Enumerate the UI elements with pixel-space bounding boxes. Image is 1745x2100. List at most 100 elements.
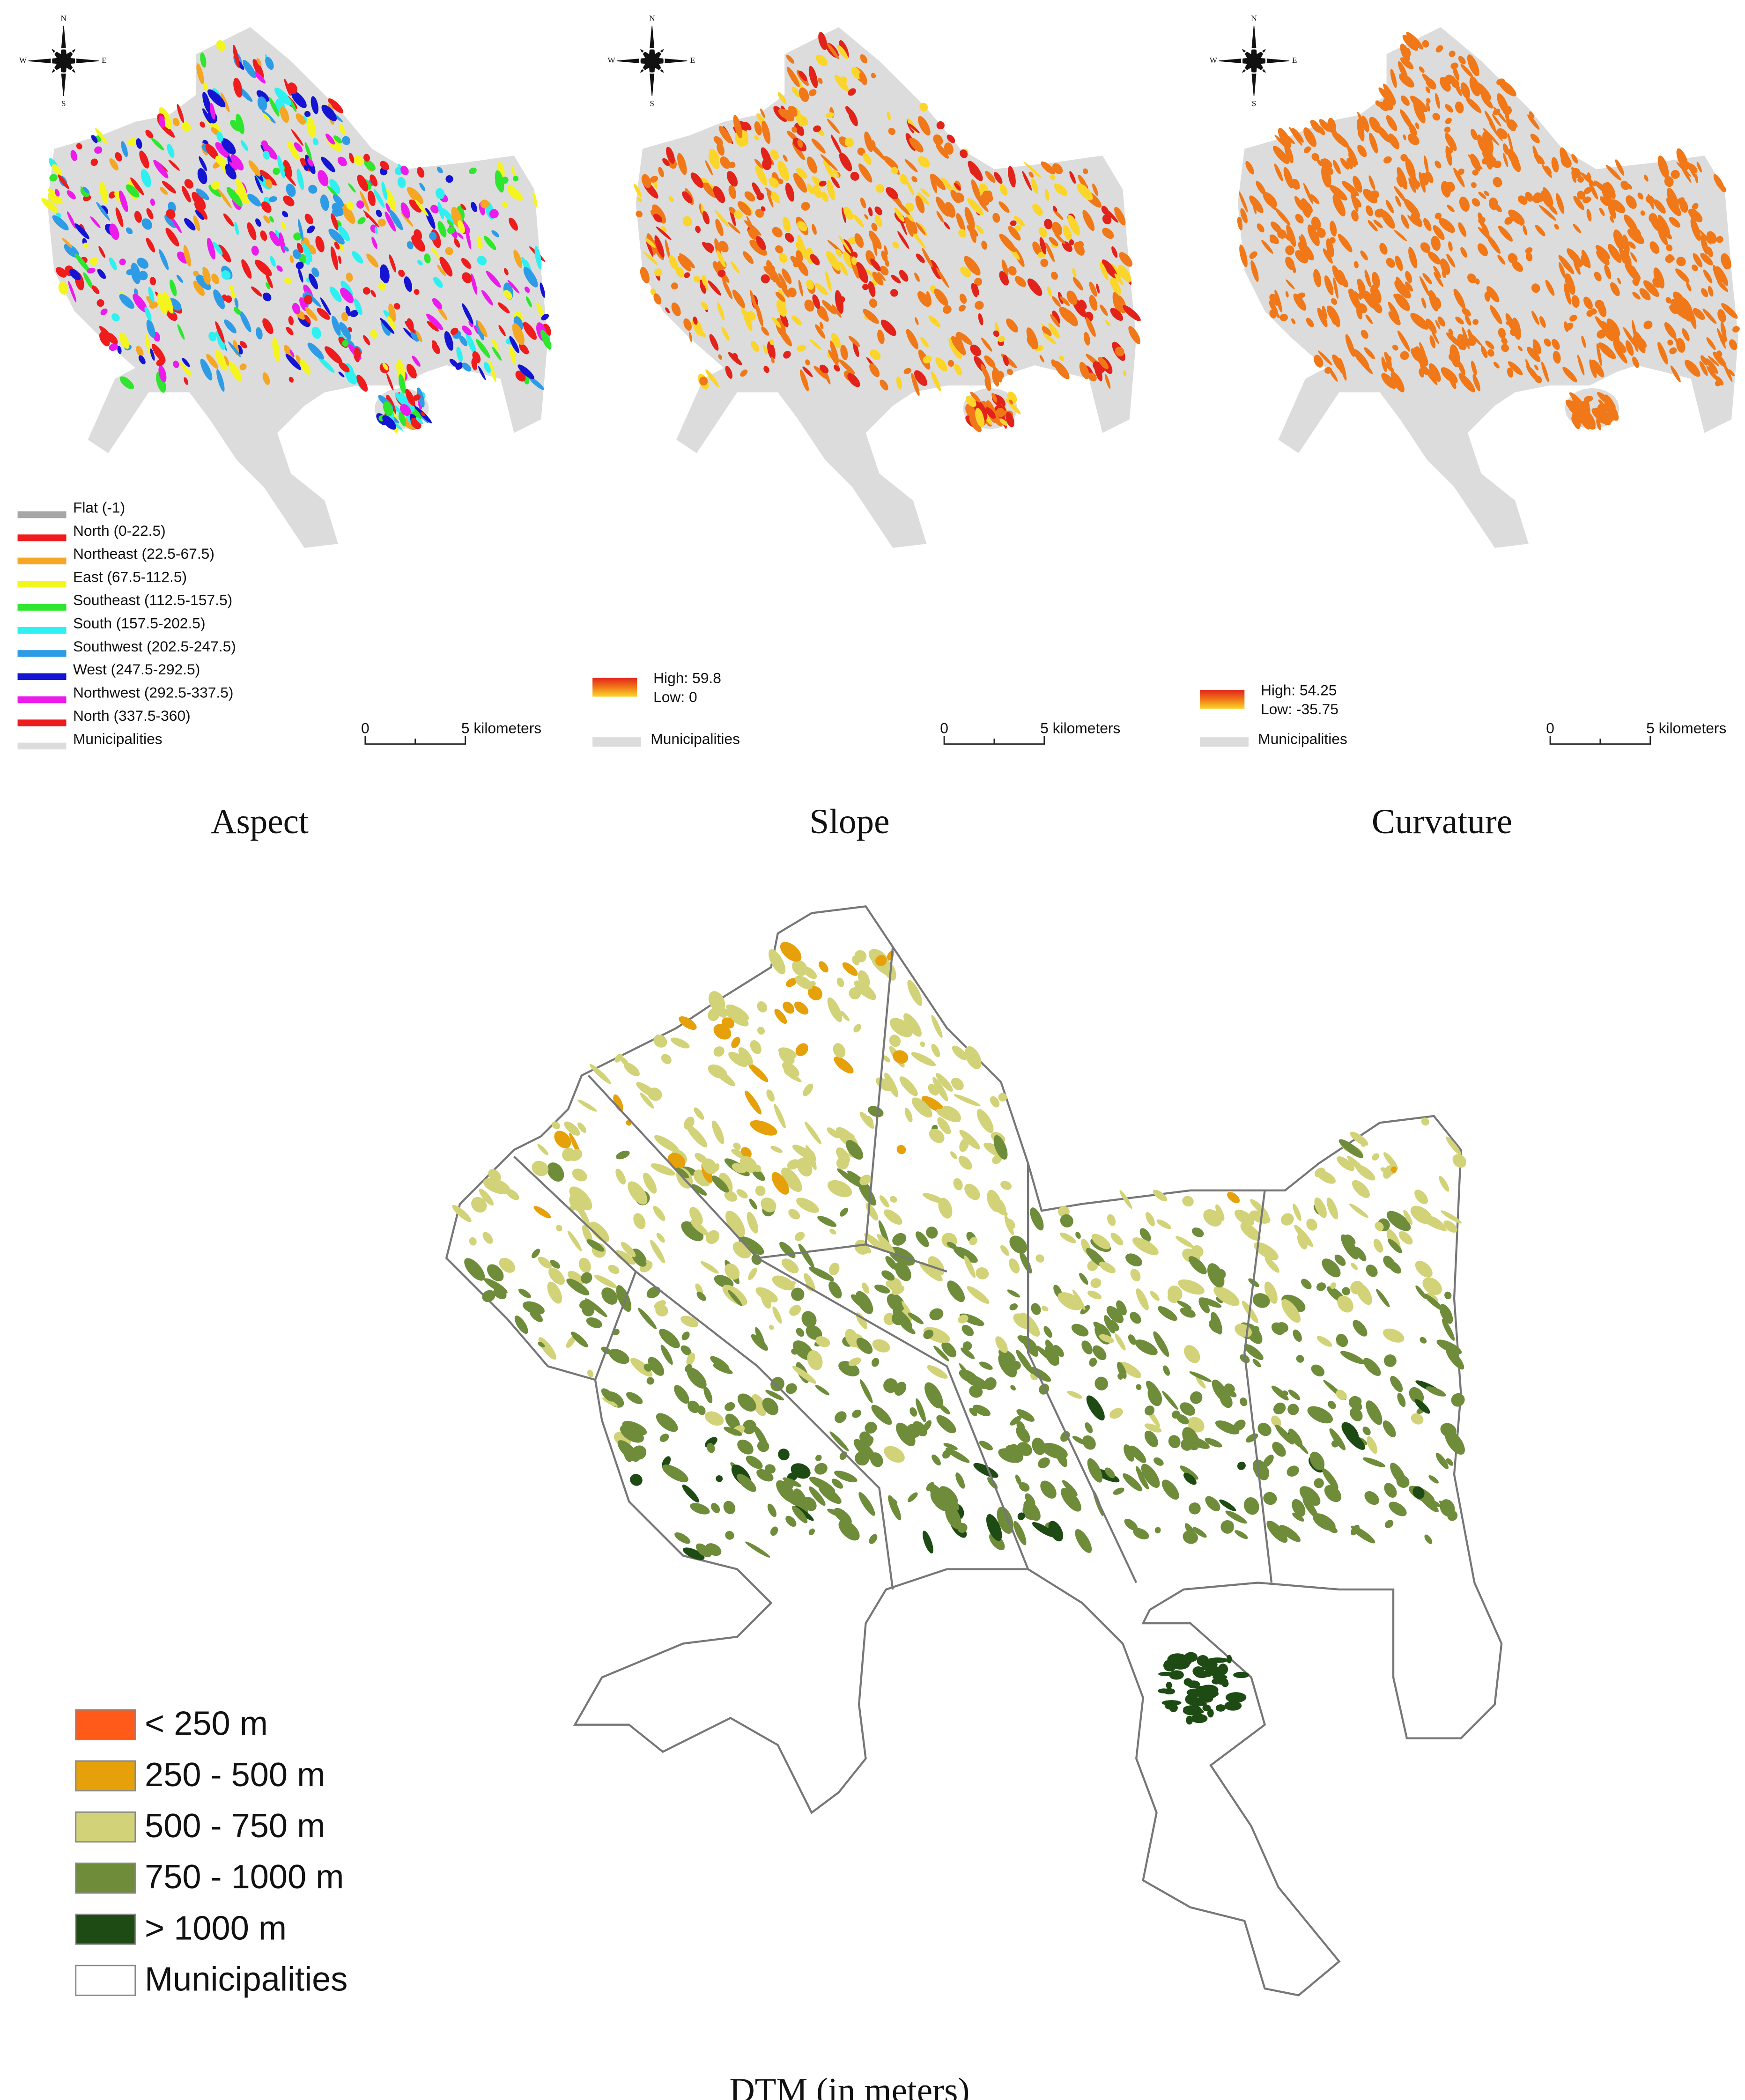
terrain-patch [1051,222,1062,236]
terrain-patch [1448,328,1453,336]
terrain-patch [414,200,429,217]
terrain-patch [650,176,658,183]
terrain-patch [936,121,945,130]
terrain-patch [146,296,157,308]
terrain-patch [1381,210,1395,229]
terrain-patch [41,198,59,213]
legend-label: 750 - 1000 m [145,1858,344,1896]
elevation-patch [852,956,860,966]
terrain-patch [342,136,351,145]
terrain-patch [888,127,895,135]
terrain-patch [461,258,472,269]
elevation-patch [943,1443,958,1450]
terrain-patch [230,154,244,170]
terrain-patch [184,377,189,385]
terrain-patch [330,246,339,270]
terrain-patch [1031,178,1038,194]
terrain-patch [1687,162,1696,178]
legend-ramp [592,678,637,697]
terrain-patch [797,139,803,148]
terrain-patch [445,247,453,255]
elevation-patch [725,1263,740,1280]
terrain-patch [338,255,342,264]
terrain-patch [1681,204,1687,211]
terrain-patch [481,290,493,306]
terrain-patch [94,146,103,154]
elevation-patch [680,1345,692,1356]
elevation-patch [1200,1695,1213,1703]
terrain-patch [787,105,798,117]
elevation-patch [767,1503,776,1517]
terrain-patch [666,147,675,164]
elevation-patch [1288,1428,1303,1448]
terrain-patch [1437,316,1446,327]
elevation-patch [538,1257,552,1269]
elevation-patch [1254,1242,1279,1260]
terrain-patch [859,72,867,86]
elevation-patch [1306,1219,1317,1231]
terrain-patch [1715,266,1729,286]
elevation-patch [1415,1261,1433,1278]
terrain-patch [1532,145,1540,164]
elevation-patch [1440,1499,1455,1517]
elevation-patch [1383,1354,1397,1367]
elevation-patch [939,1419,954,1434]
elevation-patch [909,1407,917,1417]
terrain-patch [1094,361,1102,382]
elevation-patch [1161,1479,1179,1500]
terrain-patch [1353,176,1362,193]
terrain-patch [943,222,950,229]
elevation-patch [976,1267,989,1279]
terrain-patch [970,344,981,356]
terrain-patch [923,355,932,363]
elevation-patch [1336,1390,1347,1400]
terrain-patch [469,167,477,174]
elevation-patch [1030,1207,1044,1231]
elevation-patch [1351,1263,1358,1270]
terrain-patch [260,230,267,241]
elevation-patch [1180,1402,1195,1416]
terrain-patch [1484,191,1490,196]
terrain-patch [1676,162,1691,177]
terrain-patch [641,174,651,188]
terrain-patch [152,344,166,362]
terrain-patch [366,253,379,268]
terrain-patch [917,116,931,136]
elevation-patch [1041,1306,1049,1311]
terrain-patch [95,128,108,144]
terrain-patch [433,277,443,288]
elevation-patch [1337,1156,1355,1171]
elevation-patch [1244,1344,1264,1360]
elevation-patch [1234,1209,1255,1226]
elevation-patch [1383,1152,1398,1170]
terrain-patch [287,82,297,95]
terrain-patch [307,342,324,360]
terrain-patch [277,155,285,179]
elevation-patch [452,1205,472,1222]
terrain-patch [1604,402,1618,419]
terrain-patch [432,340,437,346]
terrain-patch [1558,255,1575,274]
elevation-patch [1061,1488,1081,1512]
elevation-patch [1444,1291,1452,1300]
elevation-patch [1189,1690,1198,1697]
terrain-patch [1617,277,1621,284]
elevation-patch [1287,1404,1299,1415]
terrain-patch [486,271,501,288]
terrain-patch [643,251,658,266]
terrain-patch [1405,48,1411,58]
terrain-patch [1673,291,1685,306]
terrain-patch [1329,237,1336,244]
terrain-patch [165,228,179,247]
terrain-patch [1702,308,1717,324]
legend-label: Municipalities [145,1961,348,1998]
terrain-patch [226,187,243,207]
terrain-patch [200,121,205,128]
terrain-patch [1320,159,1332,172]
elevation-patch [1141,1464,1160,1488]
terrain-patch [1658,229,1668,245]
terrain-patch [798,70,807,81]
terrain-patch [1285,257,1295,270]
elevation-patch [1213,1674,1227,1680]
terrain-patch [1716,236,1723,243]
